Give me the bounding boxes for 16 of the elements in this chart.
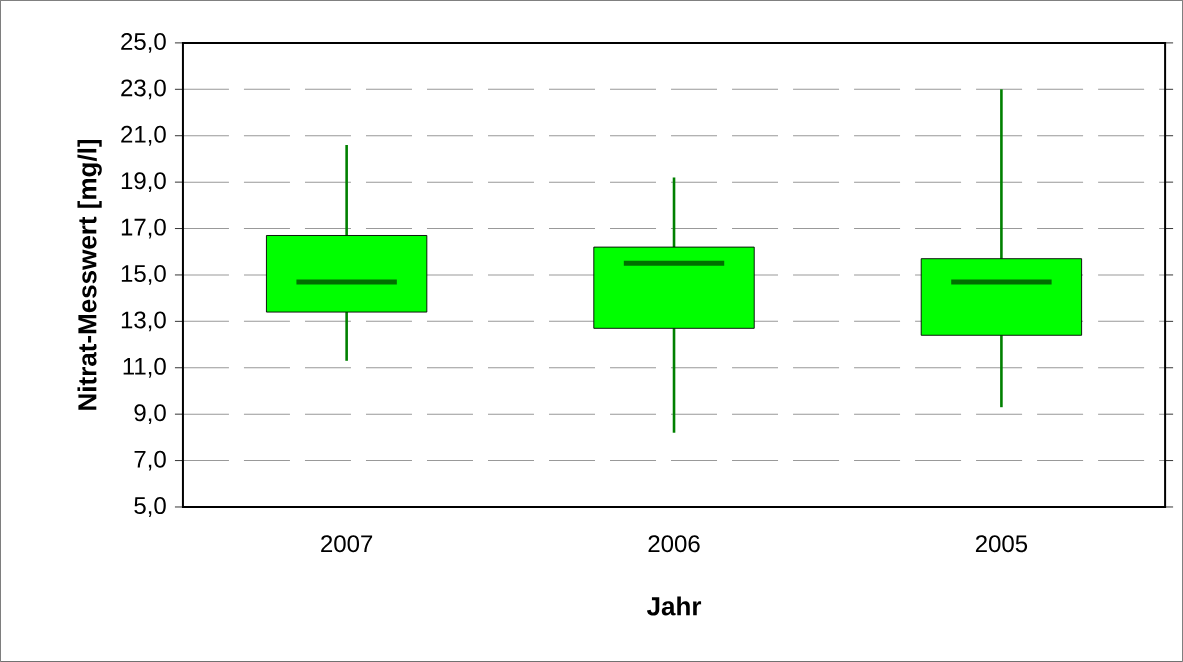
- y-tick-label: 5,0: [134, 497, 166, 517]
- y-tick-label: 11,0: [123, 357, 166, 378]
- y-tick-label: 21,0: [121, 125, 166, 146]
- y-tick-label: 13,0: [121, 311, 166, 332]
- x-tick-label: 2006: [648, 535, 700, 553]
- y-tick-label: 25,0: [121, 33, 166, 53]
- y-tick-label: 15,0: [121, 265, 166, 285]
- x-tick-label: 2007: [321, 535, 373, 553]
- x-axis-title: Jahr: [646, 596, 702, 616]
- y-tick-label: 19,0: [121, 172, 166, 193]
- y-axis-title: Nitrat-Messwert [mg/l]: [77, 139, 102, 410]
- x-tick-label: 2005: [975, 535, 1028, 553]
- y-tick-label: 17,0: [121, 218, 166, 239]
- y-tick-label: 9,0: [134, 404, 166, 425]
- y-tick-label: 23,0: [121, 79, 166, 100]
- y-tick-label: 7,0: [134, 450, 166, 471]
